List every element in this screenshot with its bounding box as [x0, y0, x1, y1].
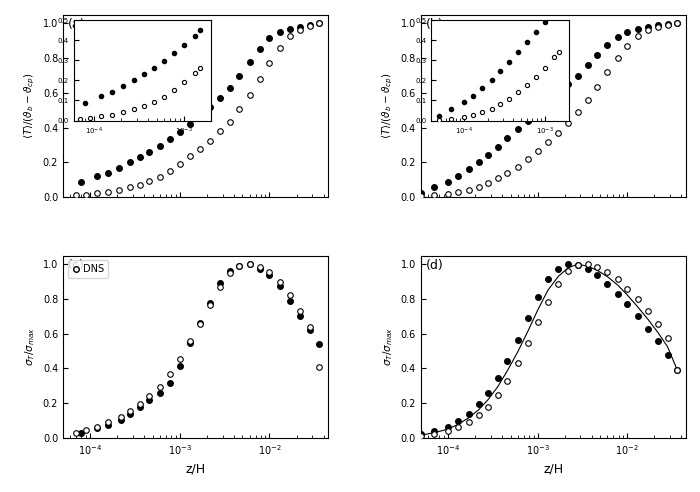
Y-axis label: $\sigma_T/\sigma_{max}$: $\sigma_T/\sigma_{max}$ [23, 327, 37, 367]
Text: (b): (b) [426, 18, 444, 31]
X-axis label: z/H: z/H [543, 462, 564, 475]
Y-axis label: $\langle T \rangle / (\vartheta_b - \vartheta_{cp})$: $\langle T \rangle / (\vartheta_b - \var… [23, 73, 37, 139]
Legend: DNS: DNS [68, 260, 108, 278]
Text: (a): (a) [69, 18, 86, 31]
Y-axis label: $\sigma_T/\sigma_{max}$: $\sigma_T/\sigma_{max}$ [382, 327, 395, 367]
Text: (c): (c) [69, 259, 85, 272]
Y-axis label: $\langle T \rangle / (\vartheta_b - \vartheta_{cp})$: $\langle T \rangle / (\vartheta_b - \var… [381, 73, 395, 139]
Text: (d): (d) [426, 259, 444, 272]
X-axis label: z/H: z/H [186, 462, 206, 475]
